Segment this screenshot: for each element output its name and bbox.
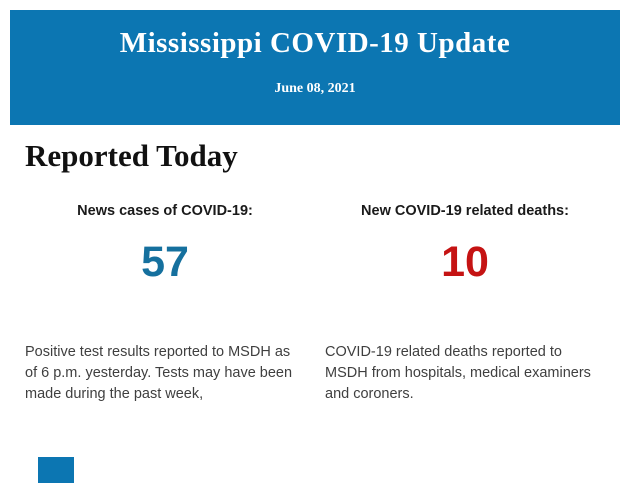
new-deaths-value: 10 xyxy=(441,238,489,286)
new-cases-description: Positive test results reported to MSDH a… xyxy=(25,344,293,402)
page-title: Mississippi COVID-19 Update xyxy=(119,27,511,59)
stat-new-deaths: New COVID-19 related deaths: 10 COVID-19… xyxy=(325,203,605,405)
header-date: June 08, 2021 xyxy=(274,81,356,96)
header-banner: Mississippi COVID-19 Update June 08, 202… xyxy=(10,10,620,125)
stats-row: News cases of COVID-19: 57 Positive test… xyxy=(0,203,620,405)
partial-next-banner xyxy=(38,457,74,483)
new-cases-value: 57 xyxy=(141,238,189,286)
new-cases-label: News cases of COVID-19: xyxy=(77,203,253,219)
stat-new-cases: News cases of COVID-19: 57 Positive test… xyxy=(25,203,305,405)
section-title: Reported Today xyxy=(25,138,238,173)
new-deaths-description: COVID-19 related deaths reported to MSDH… xyxy=(325,344,591,402)
new-deaths-label: New COVID-19 related deaths: xyxy=(361,203,569,219)
